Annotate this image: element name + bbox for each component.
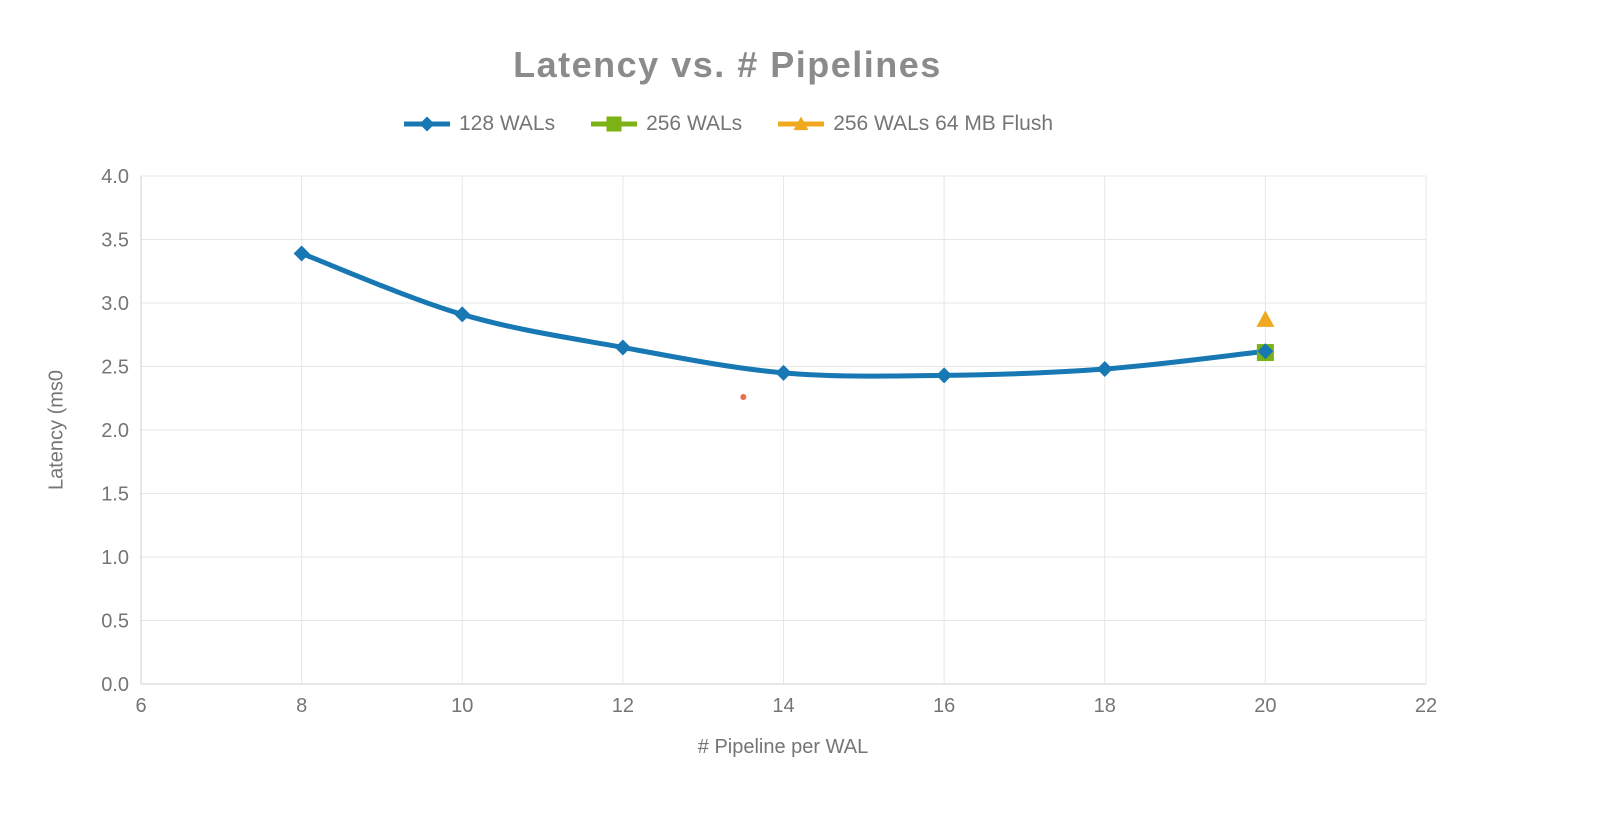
data-point-series-0 bbox=[454, 306, 471, 323]
data-point-series-0 bbox=[614, 339, 631, 356]
x-tick-label: 22 bbox=[1415, 695, 1437, 717]
x-tick-label: 18 bbox=[1094, 695, 1116, 717]
legend-label-256-wals-64mb-flush: 256 WALs 64 MB Flush bbox=[833, 112, 1054, 135]
y-tick-label: 1.0 bbox=[101, 547, 129, 569]
data-point-series-0 bbox=[1257, 343, 1274, 360]
y-tick-label: 0.0 bbox=[101, 674, 129, 696]
y-tick-label: 2.0 bbox=[101, 420, 129, 442]
legend-marker-shape bbox=[419, 116, 435, 132]
line-square-marker-icon bbox=[591, 116, 638, 132]
x-tick-label: 6 bbox=[135, 695, 146, 717]
x-tick-label: 16 bbox=[933, 695, 955, 717]
data-point-series-2 bbox=[1256, 310, 1275, 327]
x-tick-label: 8 bbox=[296, 695, 307, 717]
legend-marker-shape bbox=[606, 116, 622, 132]
x-tick-label: 20 bbox=[1254, 695, 1276, 717]
chart-title: Latency vs. # Pipelines bbox=[513, 44, 942, 85]
line-triangle-marker-icon bbox=[778, 116, 825, 131]
chart-header: Latency vs. # Pipelines 128 WALs 256 WAL… bbox=[0, 0, 1455, 136]
y-tick-label: 2.5 bbox=[101, 357, 129, 379]
y-tick-label: 1.5 bbox=[101, 484, 129, 506]
legend-label-256-wals: 256 WALs bbox=[646, 112, 743, 135]
y-tick-label: 3.0 bbox=[101, 293, 129, 315]
y-tick-label: 4.0 bbox=[101, 166, 129, 188]
legend-marker-shape bbox=[793, 116, 809, 131]
data-point-series-0 bbox=[293, 245, 310, 262]
line-diamond-marker-icon bbox=[403, 116, 450, 132]
x-tick-label: 12 bbox=[612, 695, 634, 717]
x-tick-label: 10 bbox=[451, 695, 473, 717]
x-tick-label: 14 bbox=[772, 695, 794, 717]
legend-item-256-wals[interactable]: 256 WALs bbox=[589, 112, 742, 136]
chart-legend: 128 WALs 256 WALs 256 WALs 64 MB Flush bbox=[0, 112, 1455, 136]
legend-item-256-wals-64mb-flush[interactable]: 256 WALs 64 MB Flush bbox=[776, 112, 1053, 136]
x-axis-title: # Pipeline per WAL bbox=[697, 736, 869, 758]
y-tick-label: 0.5 bbox=[101, 611, 129, 633]
data-point-series-0 bbox=[775, 364, 792, 381]
data-point-series-0 bbox=[936, 367, 953, 384]
data-point-series-0 bbox=[1096, 361, 1113, 378]
legend-item-128-wals[interactable]: 128 WALs bbox=[402, 112, 555, 136]
y-tick-label: 3.5 bbox=[101, 230, 129, 252]
legend-label-128-wals: 128 WALs bbox=[458, 112, 556, 135]
stray-data-point bbox=[740, 393, 747, 400]
